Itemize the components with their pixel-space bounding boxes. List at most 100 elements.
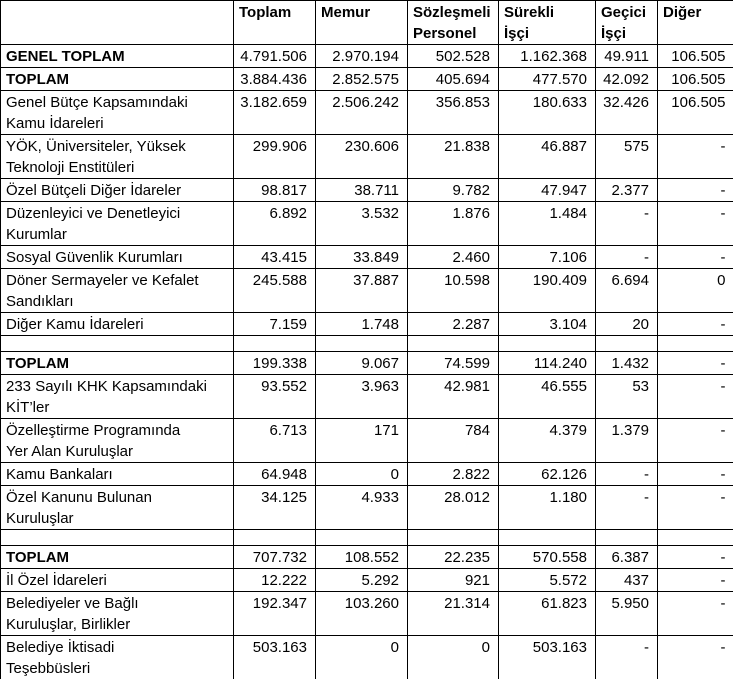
cell-value: 190.409 xyxy=(498,268,596,313)
cell-value: - xyxy=(657,134,733,179)
cell-value: 199.338 xyxy=(233,351,316,375)
empty-cell xyxy=(0,335,234,352)
cell-value: 34.125 xyxy=(233,485,316,530)
row-label: Düzenleyici ve Denetleyici Kurumlar xyxy=(0,201,234,246)
row-label: TOPLAM xyxy=(0,351,234,375)
cell-value: 6.892 xyxy=(233,201,316,246)
cell-value: 3.963 xyxy=(315,374,408,419)
header-row: Toplam Memur Sözleşmeli Personel Sürekli İş… xyxy=(0,0,733,45)
row-label: Kamu Bankaları xyxy=(0,462,234,486)
row-label: TOPLAM xyxy=(0,545,234,569)
empty-cell xyxy=(0,529,234,546)
cell-value: 53 xyxy=(595,374,658,419)
row-label: GENEL TOPLAM xyxy=(0,44,234,68)
cell-value: 2.377 xyxy=(595,178,658,202)
column-header: Sürekli İşçi xyxy=(498,0,596,45)
cell-value: 245.588 xyxy=(233,268,316,313)
cell-value: 2.822 xyxy=(407,462,499,486)
row-label: 233 Sayılı KHK Kapsamındaki KİT’ler xyxy=(0,374,234,419)
cell-value: 405.694 xyxy=(407,67,499,91)
cell-value: 46.555 xyxy=(498,374,596,419)
table-row: Özel Kanunu Bulunan Kuruluşlar 34.125 4.93… xyxy=(0,485,733,530)
cell-value: - xyxy=(657,635,733,679)
cell-value: 0 xyxy=(657,268,733,313)
cell-value: 230.606 xyxy=(315,134,408,179)
row-label: Özelleştirme Programında Yer Alan Kurulu… xyxy=(0,418,234,463)
cell-value: 1.432 xyxy=(595,351,658,375)
cell-value: 5.950 xyxy=(595,591,658,636)
row-label: YÖK, Üniversiteler, Yüksek Teknoloji Ens… xyxy=(0,134,234,179)
cell-value: 106.505 xyxy=(657,44,733,68)
cell-value: - xyxy=(595,201,658,246)
cell-value: 10.598 xyxy=(407,268,499,313)
cell-value: 1.748 xyxy=(315,312,408,336)
cell-value: 21.838 xyxy=(407,134,499,179)
cell-value: 0 xyxy=(315,462,408,486)
cell-value: 32.426 xyxy=(595,90,658,135)
cell-value: - xyxy=(657,462,733,486)
empty-cell xyxy=(315,529,408,546)
cell-value: 106.505 xyxy=(657,90,733,135)
spacer-row xyxy=(0,529,733,546)
cell-value: 299.906 xyxy=(233,134,316,179)
table-row: Sosyal Güvenlik Kurumları 43.415 33.849 2.4… xyxy=(0,245,733,269)
cell-value: 1.162.368 xyxy=(498,44,596,68)
empty-cell xyxy=(498,529,596,546)
empty-cell xyxy=(407,529,499,546)
cell-value: 61.823 xyxy=(498,591,596,636)
cell-value: 62.126 xyxy=(498,462,596,486)
cell-value: 575 xyxy=(595,134,658,179)
cell-value: 477.570 xyxy=(498,67,596,91)
cell-value: - xyxy=(657,351,733,375)
cell-value: 3.182.659 xyxy=(233,90,316,135)
cell-value: 4.933 xyxy=(315,485,408,530)
cell-value: 49.911 xyxy=(595,44,658,68)
cell-value: - xyxy=(657,591,733,636)
table-row: GENEL TOPLAM 4.791.506 2.970.194 502.528 1.1… xyxy=(0,44,733,68)
cell-value: 502.528 xyxy=(407,44,499,68)
table-row: TOPLAM 707.732 108.552 22.235 570.558 6.387- xyxy=(0,545,733,569)
cell-value: 46.887 xyxy=(498,134,596,179)
cell-value: 9.782 xyxy=(407,178,499,202)
cell-value: 437 xyxy=(595,568,658,592)
cell-value: 12.222 xyxy=(233,568,316,592)
cell-value: 503.163 xyxy=(498,635,596,679)
cell-value: 9.067 xyxy=(315,351,408,375)
cell-value: - xyxy=(657,485,733,530)
row-label: Diğer Kamu İdareleri xyxy=(0,312,234,336)
cell-value: 2.460 xyxy=(407,245,499,269)
cell-value: 0 xyxy=(407,635,499,679)
empty-cell xyxy=(595,335,658,352)
cell-value: - xyxy=(595,485,658,530)
cell-value: - xyxy=(657,178,733,202)
cell-value: - xyxy=(657,245,733,269)
row-label: Sosyal Güvenlik Kurumları xyxy=(0,245,234,269)
cell-value: - xyxy=(657,545,733,569)
cell-value: 4.791.506 xyxy=(233,44,316,68)
cell-value: 103.260 xyxy=(315,591,408,636)
row-label: Özel Bütçeli Diğer İdareler xyxy=(0,178,234,202)
cell-value: 2.970.194 xyxy=(315,44,408,68)
table-row: Genel Bütçe Kapsamındaki Kamu İdareleri 3… xyxy=(0,90,733,135)
cell-value: 1.876 xyxy=(407,201,499,246)
cell-value: 2.506.242 xyxy=(315,90,408,135)
row-label: Özel Kanunu Bulunan Kuruluşlar xyxy=(0,485,234,530)
cell-value: - xyxy=(595,245,658,269)
cell-value: 2.852.575 xyxy=(315,67,408,91)
cell-value: 20 xyxy=(595,312,658,336)
corner-cell xyxy=(0,0,234,45)
cell-value: - xyxy=(657,418,733,463)
row-label: TOPLAM xyxy=(0,67,234,91)
column-header: Sözleşmeli Personel xyxy=(407,0,499,45)
cell-value: - xyxy=(595,635,658,679)
column-header: Diğer xyxy=(657,0,733,45)
cell-value: 98.817 xyxy=(233,178,316,202)
cell-value: 42.092 xyxy=(595,67,658,91)
cell-value: 6.387 xyxy=(595,545,658,569)
table-header: Toplam Memur Sözleşmeli Personel Sürekli İş… xyxy=(0,0,733,45)
table-row: Özel Bütçeli Diğer İdareler 98.817 38.711 9… xyxy=(0,178,733,202)
cell-value: - xyxy=(657,312,733,336)
cell-value: - xyxy=(657,374,733,419)
cell-value: - xyxy=(595,462,658,486)
empty-cell xyxy=(498,335,596,352)
